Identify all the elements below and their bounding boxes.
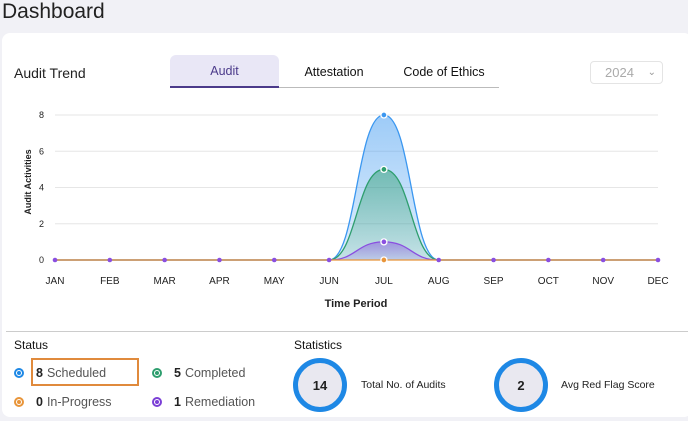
in-progress-radio-icon [14,397,24,407]
tab-underline [279,87,499,88]
data-point [271,257,277,263]
year-select[interactable]: 2024 ⌄ [590,61,663,84]
data-point [52,257,58,263]
completed-label: Completed [184,366,246,380]
y-tick-label: 2 [39,219,44,229]
status-completed[interactable]: 5 Completed [152,366,245,380]
data-point [326,257,332,263]
y-tick-label: 4 [39,183,44,193]
remediation-count: 1 [174,395,181,409]
avg-red-flag-circle: 2 [494,358,548,412]
data-point [546,257,551,263]
data-point [380,256,388,264]
avg-red-flag-label: Avg Red Flag Score [561,379,655,391]
remediation-radio-icon [152,397,162,407]
scheduled-radio-icon [14,368,24,378]
x-tick-label: OCT [538,276,559,287]
y-tick-label: 6 [39,146,44,156]
page-title: Dashboard [2,0,105,23]
x-tick-label: DEC [647,276,668,287]
data-point [655,257,661,263]
total-audits-circle: 14 [293,358,347,412]
data-point [600,257,606,263]
in-progress-label: In-Progress [46,395,112,409]
x-axis-label: Time Period [325,298,388,310]
status-remediation[interactable]: 1 Remediation [152,395,255,409]
x-tick-label: NOV [592,276,614,287]
data-point [380,111,388,119]
x-tick-label: APR [209,276,230,287]
audit-trend-card [2,33,688,417]
x-tick-label: FEB [100,276,120,287]
x-tick-label: SEP [484,276,504,287]
year-value: 2024 [605,65,634,80]
audit-trend-chart: 0 2 4 6 8 JAN FEB MAR APR MAY JUN JUL AUG SEP OCT NOV DE… [23,110,669,310]
data-point [491,257,496,263]
data-point [217,257,222,263]
audit-trend-title: Audit Trend [14,65,86,81]
in-progress-count: 0 [36,395,43,409]
remediation-label: Remediation [184,395,256,409]
scheduled-count: 8 [36,366,43,380]
chevron-down-icon: ⌄ [647,67,656,78]
x-tick-label: JUN [319,276,338,287]
status-heading: Status [14,338,49,352]
completed-count: 5 [174,366,181,380]
x-tick-label: MAY [264,276,285,287]
data-point [162,257,167,263]
statistics-heading: Statistics [294,338,343,352]
scheduled-highlight [31,358,139,386]
y-axis-label: Audit Activities [23,149,33,214]
status-in-progress[interactable]: 0 In-Progress [14,395,112,409]
status-scheduled[interactable]: 8 Scheduled [14,366,106,380]
divider [6,331,688,332]
data-point [380,238,388,246]
data-point [436,257,442,263]
y-tick-label: 8 [39,110,44,120]
y-tick-label: 0 [39,255,44,265]
x-tick-label: JAN [46,276,65,287]
tab-attestation[interactable]: Attestation [304,64,364,79]
x-tick-label: MAR [154,276,176,287]
tab-code-of-ethics[interactable]: Code of Ethics [403,64,485,79]
tab-audit[interactable]: Audit [170,55,279,88]
data-point [380,165,388,174]
x-tick-label: AUG [428,276,450,287]
completed-radio-icon [152,368,162,378]
total-audits-label: Total No. of Audits [361,379,446,391]
data-point [107,257,113,263]
x-tick-label: JUL [375,276,393,287]
scheduled-label: Scheduled [46,366,107,380]
